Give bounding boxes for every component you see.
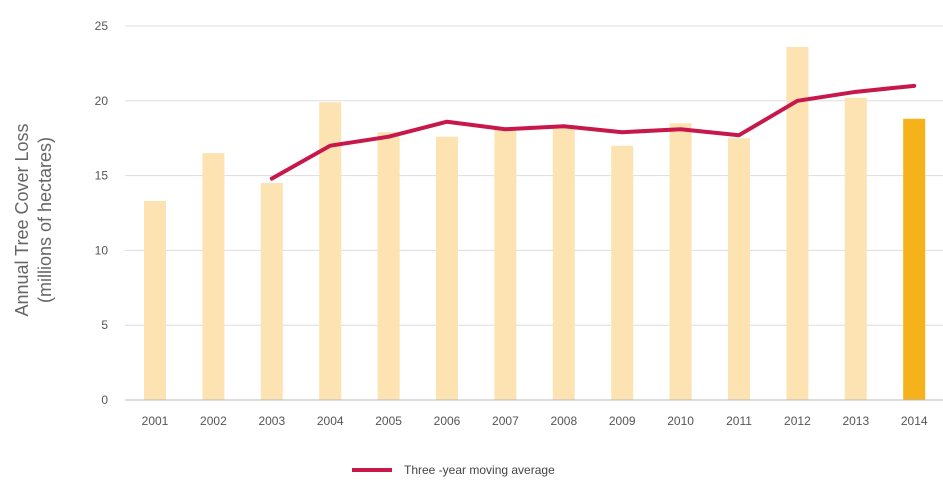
bar [377, 132, 400, 400]
bar [319, 102, 342, 401]
y-tick-label: 5 [101, 318, 108, 332]
bar [728, 138, 750, 400]
legend: Three -year moving average [352, 463, 555, 477]
x-tick-label: 2003 [258, 414, 285, 428]
bar [844, 97, 867, 401]
gridlines [125, 25, 943, 326]
x-tick-label: 2011 [726, 414, 752, 428]
y-tick-label: 10 [95, 243, 109, 257]
moving-average-line-group [269, 83, 917, 181]
x-tick-label: 2014 [901, 414, 928, 428]
x-tick-label: 2007 [492, 414, 519, 428]
moving-average-line [269, 83, 917, 181]
bar [494, 127, 517, 400]
x-tick-label: 2012 [784, 414, 811, 428]
y-axis-label-line2: (millions of hectares) [35, 137, 55, 303]
y-tick-label: 15 [95, 169, 109, 183]
bar [144, 201, 166, 400]
bar [552, 127, 575, 400]
x-tick-label: 2010 [667, 414, 694, 428]
bar-highlight [903, 118, 926, 400]
x-tick-label: 2005 [375, 414, 402, 428]
bar [786, 46, 809, 400]
y-tick-label: 25 [95, 19, 109, 33]
x-tick-label: 2013 [842, 414, 869, 428]
x-tick-label: 2008 [550, 414, 577, 428]
bar [260, 183, 283, 400]
bar [611, 145, 634, 400]
x-tick-label: 2001 [142, 414, 169, 428]
y-axis-ticks: 0 5 10 15 20 25 [95, 19, 109, 407]
y-axis-label-line1: Annual Tree Cover Loss [12, 123, 32, 316]
x-tick-label: 2006 [434, 414, 461, 428]
bar [202, 153, 225, 400]
y-tick-label: 0 [101, 393, 108, 407]
y-tick-label: 20 [95, 94, 109, 108]
bars [144, 46, 926, 401]
x-tick-label: 2002 [200, 414, 227, 428]
bar [669, 123, 692, 401]
bar [436, 136, 458, 401]
x-axis-ticks: 2001 2002 2003 2004 2005 2006 2007 2008 2009 2010… [142, 414, 928, 428]
x-tick-label: 2009 [609, 414, 636, 428]
x-tick-label: 2004 [317, 414, 344, 428]
legend-label: Three -year moving average [404, 463, 555, 477]
